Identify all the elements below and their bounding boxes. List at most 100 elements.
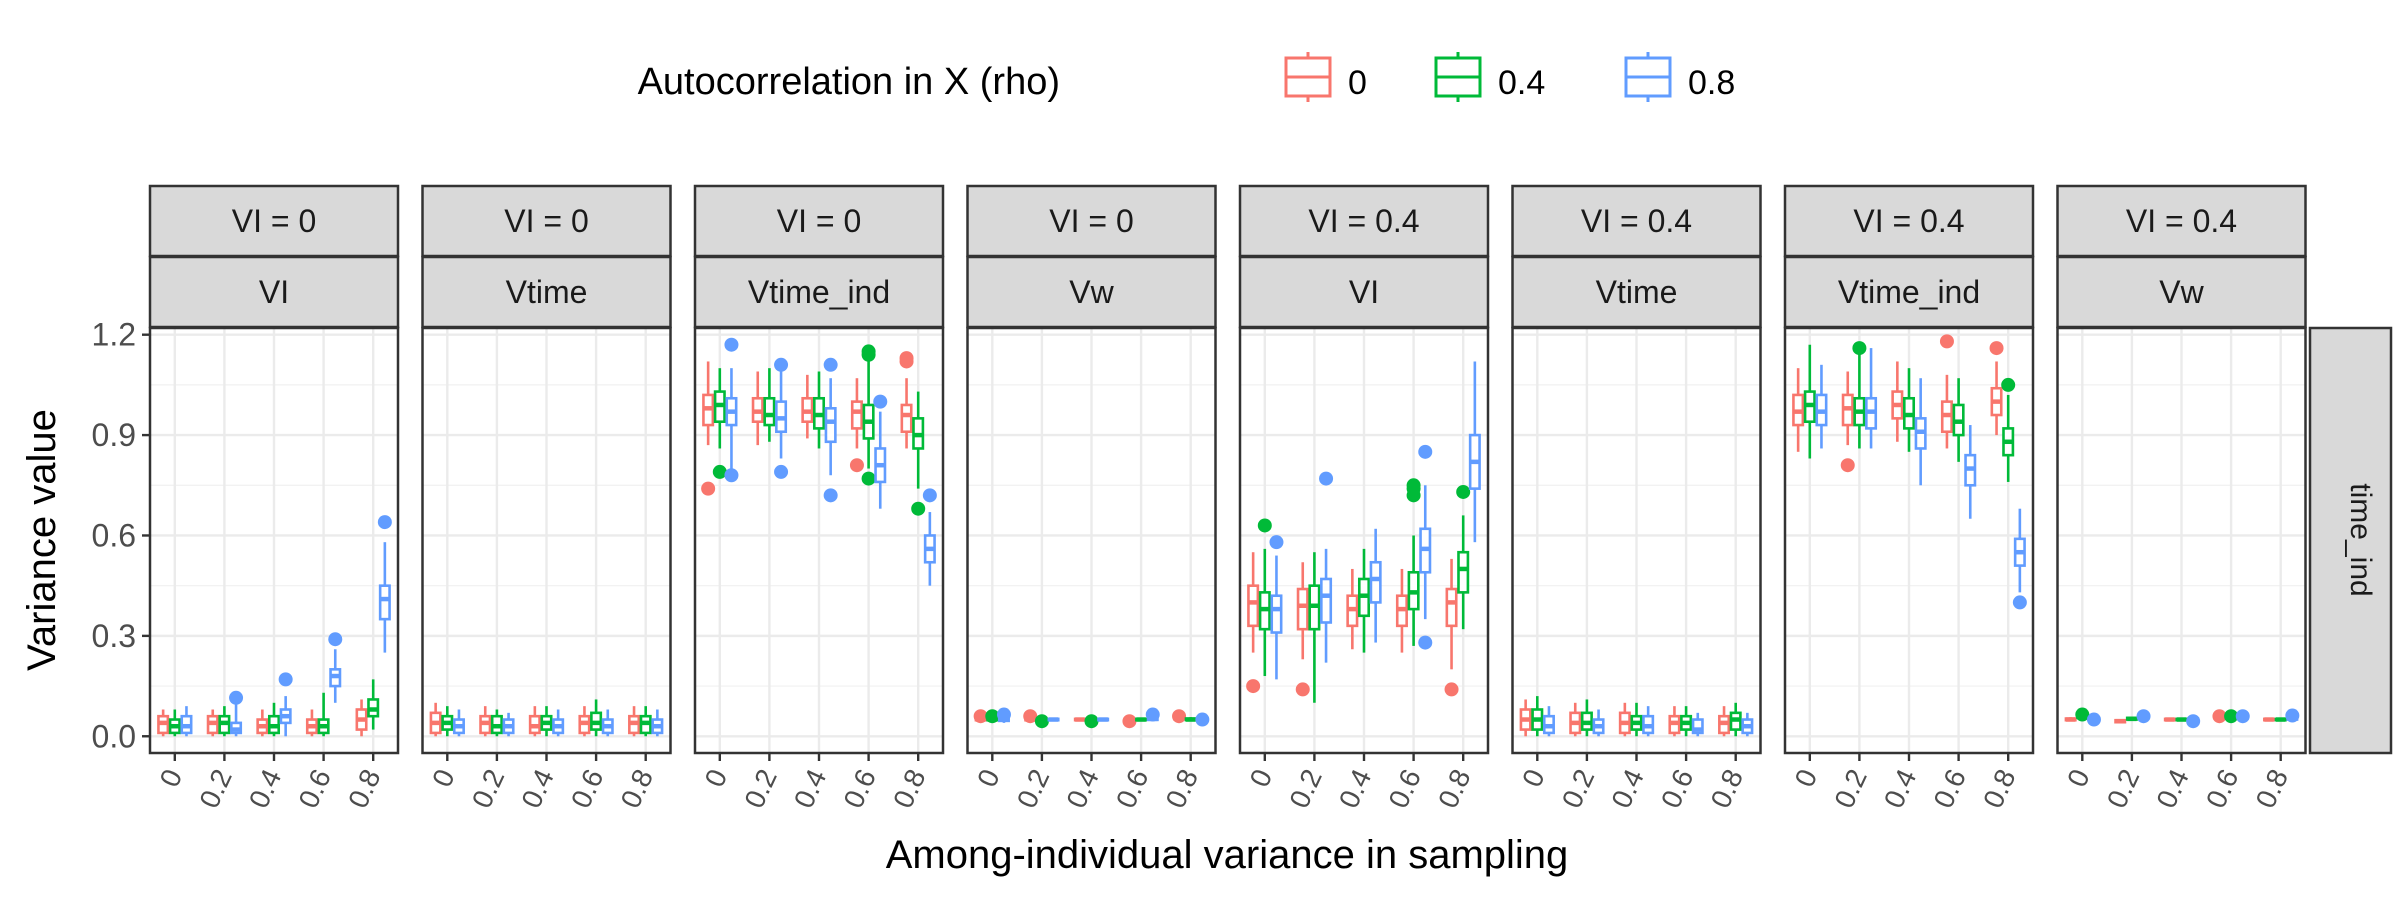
outlier-point: [724, 468, 739, 483]
box-0.2-series-1: [490, 709, 503, 737]
outlier-point: [1840, 458, 1855, 473]
box-0-series-0: [157, 709, 170, 737]
strip-top: [1511, 184, 1762, 258]
box-0.4-series-2: [278, 672, 293, 737]
y-tick-label: 1.2: [92, 317, 136, 353]
box-0.6-series-1: [317, 692, 330, 737]
strip-bottom: [1238, 255, 1490, 329]
box-0.4-series-0: [528, 706, 541, 737]
box-0-series-1: [441, 706, 454, 737]
box-0.8-series-2: [651, 709, 664, 737]
y-tick-label: 0.0: [92, 718, 136, 754]
x-tick-label: 0: [971, 764, 1006, 791]
outlier-point: [1246, 679, 1261, 694]
box-0.6-series-2: [328, 632, 343, 703]
strip-label-vi: VI = 0.4: [1308, 203, 1419, 239]
box-0-series-1: [985, 709, 1000, 724]
x-tick-label: 0.6: [837, 764, 882, 812]
panel-1: VI = 0 Vtime 0 0.2 0.4 0.6 0.8: [421, 184, 672, 813]
outlier-point: [278, 672, 293, 687]
x-tick-label: 0.2: [1556, 764, 1601, 812]
legend-label: 0.8: [1688, 64, 1735, 102]
outlier-point: [774, 357, 789, 372]
box-0.8-series-2: [2285, 708, 2300, 723]
box-0.2-series-1: [1308, 552, 1321, 703]
box-0.6-series-2: [1691, 712, 1704, 737]
box-0-series-2: [724, 337, 739, 483]
x-tick-label: 0.2: [1828, 764, 1873, 812]
x-tick-label: 0.8: [615, 764, 660, 812]
strip-label-vi: VI = 0.4: [1853, 203, 1964, 239]
box-0.2-series-0: [206, 709, 219, 737]
box-0.6-series-0: [1668, 706, 1681, 737]
legend-item-0: 0: [1284, 52, 1367, 102]
box-0-series-2: [452, 709, 465, 737]
box-0-series-2: [1269, 535, 1284, 680]
x-tick-label: 0: [1516, 764, 1551, 791]
strip-top: [1238, 184, 1490, 258]
box-0.8-series-1: [911, 391, 926, 516]
x-tick-label: 0: [1789, 764, 1824, 791]
outlier-point: [2001, 377, 2016, 392]
panel-7: VI = 0.4 Vw 0 0.2 0.4 0.6 0.8: [2056, 184, 2307, 813]
x-tick-label: 0.2: [2101, 764, 2146, 812]
x-tick-label: 0.2: [1283, 764, 1328, 812]
box-0.8-series-1: [1184, 717, 1197, 722]
box-0-series-2: [1815, 364, 1828, 449]
outlier-point: [2212, 709, 2227, 724]
box-0.8-series-0: [2263, 717, 2276, 722]
box-body: [1369, 560, 1382, 604]
strip-top: [966, 184, 1217, 258]
x-tick-label: 0.8: [1432, 764, 1477, 812]
x-tick-label: 0.2: [466, 764, 511, 812]
outlier-point: [328, 632, 343, 647]
y-tick-label: 0.9: [92, 417, 136, 453]
strip-label-metric: VI: [1349, 274, 1379, 310]
strip-bottom: [421, 255, 672, 329]
outlier-point: [1319, 471, 1334, 486]
panel-3: VI = 0 Vw 0 0.2 0.4 0.6 0.8: [966, 184, 1217, 813]
box-0.4-series-1: [812, 371, 826, 449]
panel-4: VI = 0.4 VI 0 0.2 0.4 0.6 0.8: [1238, 184, 1490, 813]
strip-label-vi: VI = 0: [232, 203, 317, 239]
box-0.8-series-0: [1718, 706, 1731, 737]
strip-bottom: [1783, 255, 2035, 329]
box-0.8-series-1: [1729, 702, 1742, 737]
box-0.8-series-0: [1172, 709, 1187, 724]
box-0.4-series-2: [1097, 717, 1110, 722]
strip-label-vi: VI = 0.4: [1581, 203, 1692, 239]
box-0.2-series-0: [1023, 709, 1038, 724]
outlier-point: [1444, 682, 1459, 697]
box-0.8-series-0: [1444, 558, 1459, 697]
box-body: [824, 407, 837, 444]
strip-label-vi: VI = 0: [777, 203, 862, 239]
box-0.2-series-1: [2125, 716, 2138, 722]
box-0.8-series-1: [1456, 484, 1471, 630]
box-0.2-series-2: [1319, 471, 1334, 663]
x-tick-label: 0.8: [342, 764, 387, 812]
box-0.8-series-0: [1989, 341, 2004, 436]
box-0-series-2: [180, 706, 193, 737]
outlier-point: [1122, 714, 1137, 729]
x-tick-label: 0.6: [292, 764, 337, 812]
x-tick-label: 0.6: [2200, 764, 2245, 812]
box-0.8-series-0: [355, 699, 368, 737]
box-body: [1247, 584, 1260, 628]
box-0.6-series-1: [1406, 478, 1421, 646]
outlier-point: [2136, 709, 2151, 724]
outlier-point: [1257, 518, 1272, 533]
strip-label-vi: VI = 0.4: [2126, 203, 2237, 239]
strip-top: [148, 184, 400, 258]
x-tick-label: 0.6: [1382, 764, 1427, 812]
box-0.2-series-0: [1840, 371, 1855, 473]
x-tick-label: 0: [154, 764, 189, 791]
box-body: [1445, 587, 1458, 628]
outlier-point: [911, 501, 926, 516]
box-0.4-series-0: [801, 374, 814, 439]
strip-top: [693, 184, 945, 258]
outlier-point: [1195, 712, 1210, 727]
outlier-point: [1172, 709, 1187, 724]
x-tick-label: 0: [2061, 764, 2096, 791]
box-0.2-series-0: [479, 706, 492, 737]
